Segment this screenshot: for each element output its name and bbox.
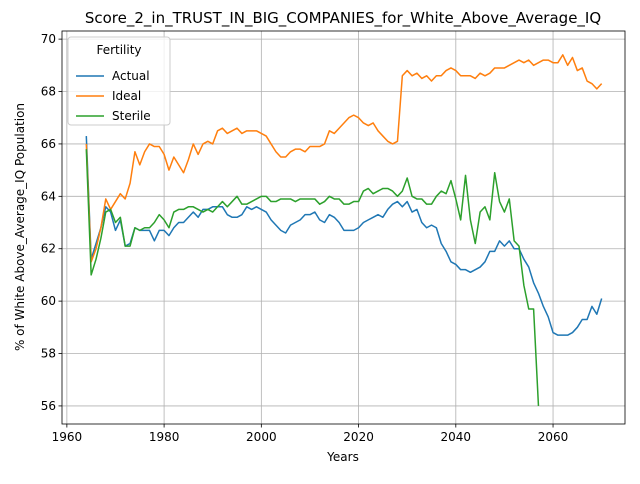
plot-frame (61, 30, 626, 425)
legend-label: Sterile (112, 109, 151, 123)
y-tick-label: 60 (41, 294, 56, 308)
x-tick-label: 1960 (52, 430, 83, 444)
x-tick-label: 2020 (343, 430, 374, 444)
x-tick-label: 2040 (441, 430, 472, 444)
y-tick-label: 62 (41, 242, 56, 256)
y-tick-label: 64 (41, 189, 56, 203)
series-line (85, 54, 603, 263)
series-line (85, 136, 603, 336)
y-axis-label: % of White Above_Average_IQ Population (13, 103, 27, 351)
y-tick-label: 66 (41, 137, 56, 151)
series-line (85, 149, 540, 406)
y-tick-label: 70 (41, 32, 56, 46)
legend-title: Fertility (96, 43, 141, 57)
chart-title: Score_2_in_TRUST_IN_BIG_COMPANIES_for_Wh… (85, 9, 601, 28)
y-tick-label: 56 (41, 399, 56, 413)
legend: Fertility Actual Ideal Sterile (67, 36, 171, 126)
x-tick-label: 1980 (149, 430, 180, 444)
legend-label: Actual (112, 69, 150, 83)
x-tick-label: 2060 (538, 430, 569, 444)
legend-box (67, 36, 171, 126)
legend-label: Ideal (112, 89, 141, 103)
y-tick-label: 58 (41, 347, 56, 361)
x-axis-label: Years (326, 450, 359, 464)
y-tick-label: 68 (41, 85, 56, 99)
x-tick-label: 2000 (246, 430, 277, 444)
